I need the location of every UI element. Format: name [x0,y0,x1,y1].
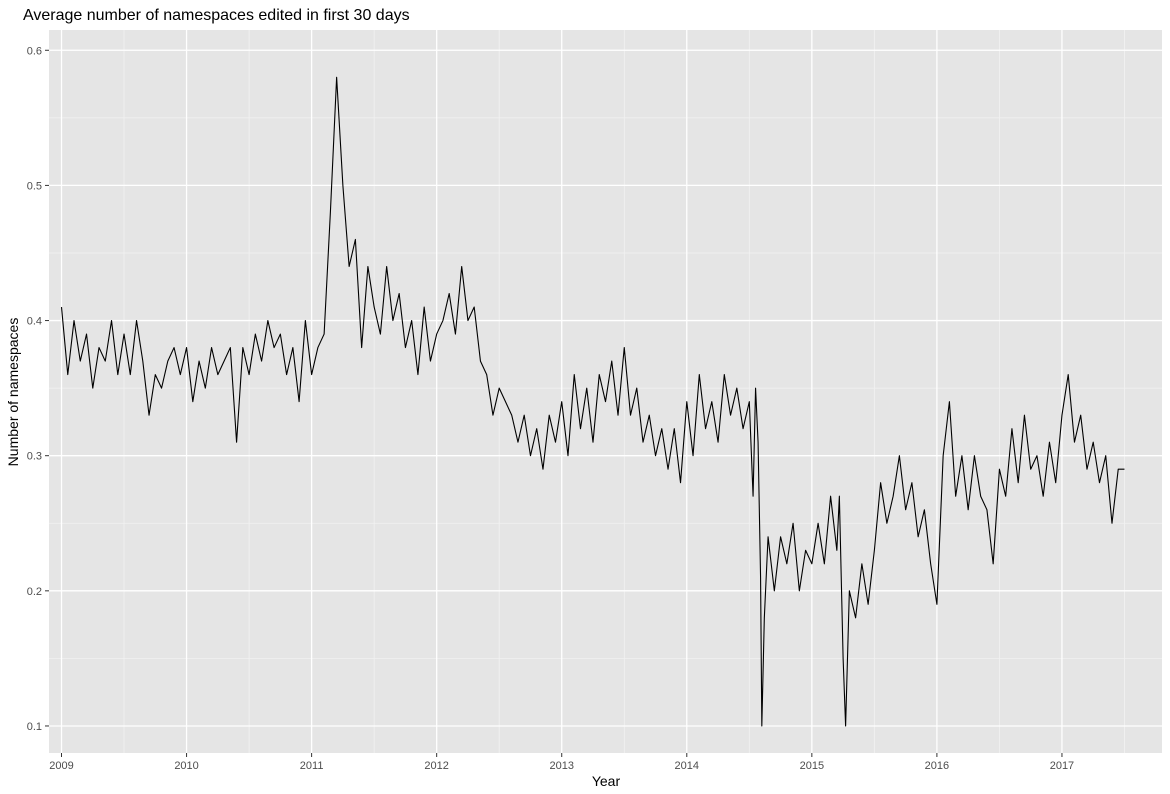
x-tick-label: 2009 [49,760,73,772]
minor-grid [49,30,1162,753]
x-tick-label: 2016 [925,760,949,772]
y-tick-label: 0.3 [27,451,42,463]
x-axis: 2009 2010 2011 2012 2013 2014 2015 2016 2017 [49,753,1074,772]
y-axis-title: Number of namespaces [5,318,21,467]
y-axis: 0.1 0.2 0.3 0.4 0.5 0.6 [27,45,49,733]
x-axis-title: Year [592,773,621,789]
x-tick-label: 2017 [1050,760,1074,772]
chart-title: Average number of namespaces edited in f… [23,7,410,24]
major-grid [49,30,1162,753]
series-layer [60,76,1125,727]
y-tick-label: 0.1 [27,721,42,733]
x-tick-label: 2011 [300,760,324,772]
x-tick-label: 2010 [174,760,198,772]
plot-panel [49,30,1162,753]
series-line [60,76,1125,727]
x-tick-label: 2014 [675,760,699,772]
y-tick-label: 0.6 [27,45,42,57]
y-tick-label: 0.2 [27,586,42,598]
y-tick-label: 0.5 [27,180,42,192]
x-tick-label: 2012 [424,760,448,772]
x-tick-label: 2013 [549,760,573,772]
y-tick-label: 0.4 [27,316,42,328]
x-tick-label: 2015 [800,760,824,772]
